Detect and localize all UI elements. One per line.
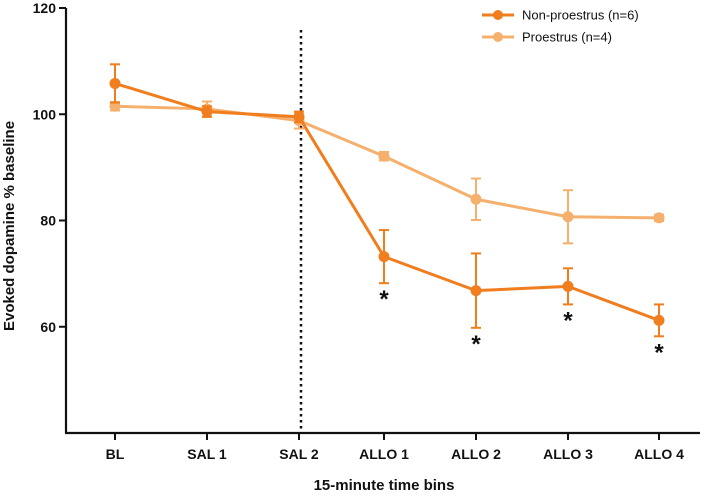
data-point (562, 211, 574, 223)
data-point (201, 106, 213, 118)
x-tick-label: ALLO 3 (543, 446, 593, 462)
data-point (653, 314, 665, 326)
series-line (114, 104, 660, 220)
significance-marker: * (379, 286, 389, 313)
significance-marker: * (563, 307, 573, 334)
x-tick-label: SAL 2 (279, 446, 319, 462)
data-point (378, 251, 390, 263)
y-axis-title: Evoked dopamine % baseline (1, 121, 18, 331)
x-tick-label: ALLO 1 (359, 446, 409, 462)
data-point (109, 77, 121, 89)
significance-marker: * (471, 331, 481, 358)
series-proestrus (109, 100, 665, 245)
y-tick-label: 100 (33, 106, 57, 122)
y-tick-label: 60 (40, 319, 56, 335)
data-point (293, 111, 305, 123)
series-line (114, 82, 660, 322)
significance-marker: * (654, 339, 664, 366)
data-point (562, 280, 574, 292)
legend-marker (493, 32, 503, 42)
legend-label: Proestrus (n=4) (522, 30, 612, 45)
x-tick-label: BL (106, 446, 125, 462)
y-tick-label: 80 (40, 213, 56, 229)
legend-label: Non-proestrus (n=6) (522, 8, 639, 23)
data-point (470, 285, 482, 297)
x-tick-label: ALLO 2 (451, 446, 501, 462)
y-tick-label: 120 (33, 0, 57, 16)
series-non-proestrus (109, 63, 665, 338)
x-tick-label: SAL 1 (187, 446, 227, 462)
data-point (378, 150, 390, 162)
data-point (653, 212, 665, 224)
x-axis-title: 15-minute time bins (314, 477, 455, 494)
x-tick-label: ALLO 4 (634, 446, 684, 462)
legend-marker (493, 10, 503, 20)
data-point (470, 193, 482, 205)
